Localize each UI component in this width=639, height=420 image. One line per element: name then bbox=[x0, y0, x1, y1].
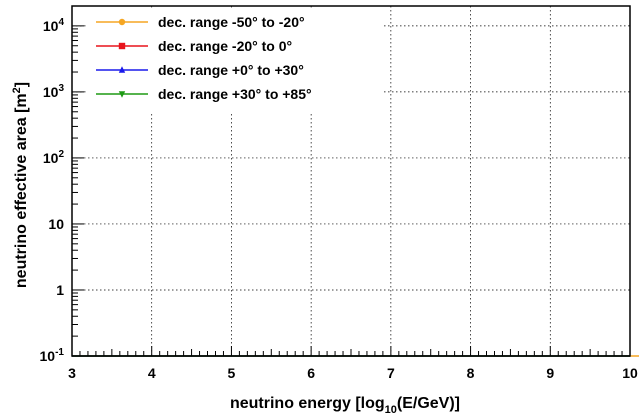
x-tick-label: 8 bbox=[467, 365, 475, 381]
legend-marker bbox=[118, 91, 126, 98]
x-axis-title: neutrino energy [log10(E/GeV)] bbox=[230, 395, 460, 416]
legend-label: dec. range -20° to 0° bbox=[158, 38, 292, 54]
x-tick-label: 5 bbox=[228, 365, 236, 381]
x-axis-title-tail: (E/GeV)] bbox=[397, 395, 460, 412]
legend-marker bbox=[118, 18, 126, 26]
y-tick-label-exponent: -1 bbox=[55, 347, 64, 358]
y-tick-label: 103 bbox=[43, 83, 65, 100]
x-axis-title-subscript: 10 bbox=[385, 404, 397, 416]
y-tick-label-base: 10 bbox=[43, 18, 59, 34]
legend-label: dec. range +0° to +30° bbox=[158, 62, 304, 78]
x-tick-label: 3 bbox=[68, 365, 76, 381]
legend-marker bbox=[118, 66, 126, 73]
legend-item: dec. range +0° to +30° bbox=[96, 62, 304, 78]
legend-label: dec. range -50° to -20° bbox=[158, 14, 305, 30]
y-tick-label: 1 bbox=[56, 282, 64, 298]
y-tick-label-exponent: 3 bbox=[58, 83, 64, 94]
legend-item: dec. range -50° to -20° bbox=[96, 14, 305, 30]
y-tick-label-base: 10 bbox=[40, 348, 56, 364]
y-axis-title-tail: ] bbox=[13, 82, 30, 87]
y-tick-label-base: 10 bbox=[48, 216, 64, 232]
y-axis-title-main: neutrino effective area [m bbox=[13, 93, 30, 288]
legend-marker bbox=[118, 42, 126, 50]
x-tick-label: 4 bbox=[148, 365, 156, 381]
y-tick-label: 10-1 bbox=[40, 347, 65, 364]
y-tick-label-exponent: 4 bbox=[58, 17, 64, 28]
legend-label: dec. range +30° to +85° bbox=[158, 86, 312, 102]
legend: dec. range -50° to -20° dec. range -20° t… bbox=[88, 8, 383, 112]
x-tick-label: 6 bbox=[307, 365, 315, 381]
y-tick-label: 102 bbox=[43, 149, 65, 166]
y-tick-label-base: 10 bbox=[43, 84, 59, 100]
y-tick-label-base: 10 bbox=[43, 150, 59, 166]
x-tick-label: 9 bbox=[546, 365, 554, 381]
y-tick-label-base: 1 bbox=[56, 282, 64, 298]
x-axis-title-main: neutrino energy [log bbox=[230, 395, 385, 412]
legend-item: dec. range -20° to 0° bbox=[96, 38, 292, 54]
y-tick-label: 104 bbox=[43, 17, 65, 34]
x-tick-label: 7 bbox=[387, 365, 395, 381]
x-tick-label: 10 bbox=[622, 365, 638, 381]
y-axis-title-superscript: 2 bbox=[11, 87, 23, 93]
legend-item: dec. range +30° to +85° bbox=[96, 86, 312, 102]
y-tick-label: 10 bbox=[48, 216, 64, 232]
y-axis-title: neutrino effective area [m2] bbox=[11, 82, 30, 288]
y-tick-label-exponent: 2 bbox=[58, 149, 64, 160]
